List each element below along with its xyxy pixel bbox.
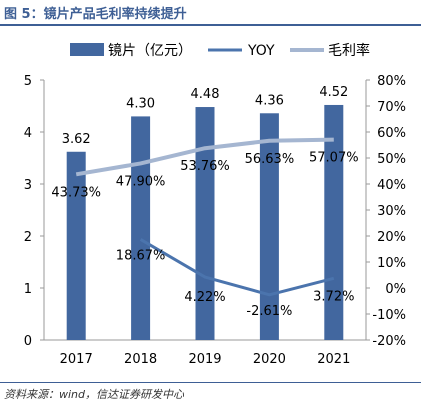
y-left-tick-label: 1 [24,282,32,297]
combo-chart: 镜片（亿元） YOY 毛利率 0 1 2 3 4 5 -20% -10% 0% 10% 20% 30% 40… [24,42,406,367]
data-labels: 3.62 4.30 4.48 4.36 4.52 43.73% 47.90% 53.76% 56… [51,85,358,319]
bar-value-label: 4.36 [255,93,284,108]
figure-title: 图 5：镜片产品毛利率持续提升 [4,7,187,22]
y-left-tick-label: 2 [24,230,32,245]
bar [259,113,279,340]
y-left-tick-label: 3 [24,178,32,193]
x-tick-label: 2021 [317,352,350,367]
legend-label-margin: 毛利率 [328,42,370,59]
y-right-tick-label: 70% [377,100,406,115]
y-right-tick-label: 20% [377,230,406,245]
y-right-tick-label: 30% [377,204,406,219]
bar [324,104,344,341]
margin-value-label: 43.73% [51,185,101,200]
title-rule [0,24,421,26]
yoy-value-label: 18.67% [116,248,166,263]
x-tick-label: 2018 [124,352,157,367]
x-tick-label: 2020 [253,352,286,367]
bar [195,107,215,340]
source-note: 资料来源：wind，信达证券研发中心 [4,388,185,401]
bar-value-label: 4.30 [126,96,155,111]
y-left-tick-label: 4 [24,126,32,141]
bar-value-label: 4.52 [319,85,348,100]
y-right-tick-label: -20% [372,334,406,349]
margin-value-label: 47.90% [116,174,166,189]
y-right-tick-label: 0% [385,282,406,297]
margin-line [75,137,334,177]
yoy-value-label: 3.72% [313,289,354,304]
yoy-value-label: -2.61% [246,304,292,319]
legend-label-bar: 镜片（亿元） [108,43,192,59]
y-left-tick-label: 0 [24,334,32,349]
legend-swatch-bar [70,43,104,56]
x-tick-label: 2019 [188,352,221,367]
y-left-tick-label: 5 [24,74,32,89]
bar-value-label: 4.48 [191,87,220,102]
bar [66,151,86,340]
y-right-tick-label: 10% [377,256,406,271]
line-series [75,137,335,297]
margin-value-label: 57.07% [309,151,359,166]
margin-value-label: 56.63% [245,152,295,167]
source-rule [0,382,421,383]
legend: 镜片（亿元） YOY 毛利率 [70,42,370,59]
legend-label-yoy: YOY [247,43,275,59]
margin-value-label: 53.76% [180,159,230,174]
yoy-value-label: 4.22% [184,290,225,305]
yoy-line [139,238,335,297]
axes: 0 1 2 3 4 5 -20% -10% 0% 10% 20% 30% 40% 50% 60% 70% 80%… [24,74,406,367]
y-right-tick-label: 40% [377,178,406,193]
y-right-tick-label: 60% [377,126,406,141]
x-tick-label: 2017 [60,352,93,367]
bar-value-label: 3.62 [62,132,91,147]
y-right-tick-label: -10% [372,308,406,323]
y-right-tick-label: 80% [377,74,406,89]
bar-series [66,104,344,341]
y-right-tick-label: 50% [377,152,406,167]
bar [131,116,151,341]
